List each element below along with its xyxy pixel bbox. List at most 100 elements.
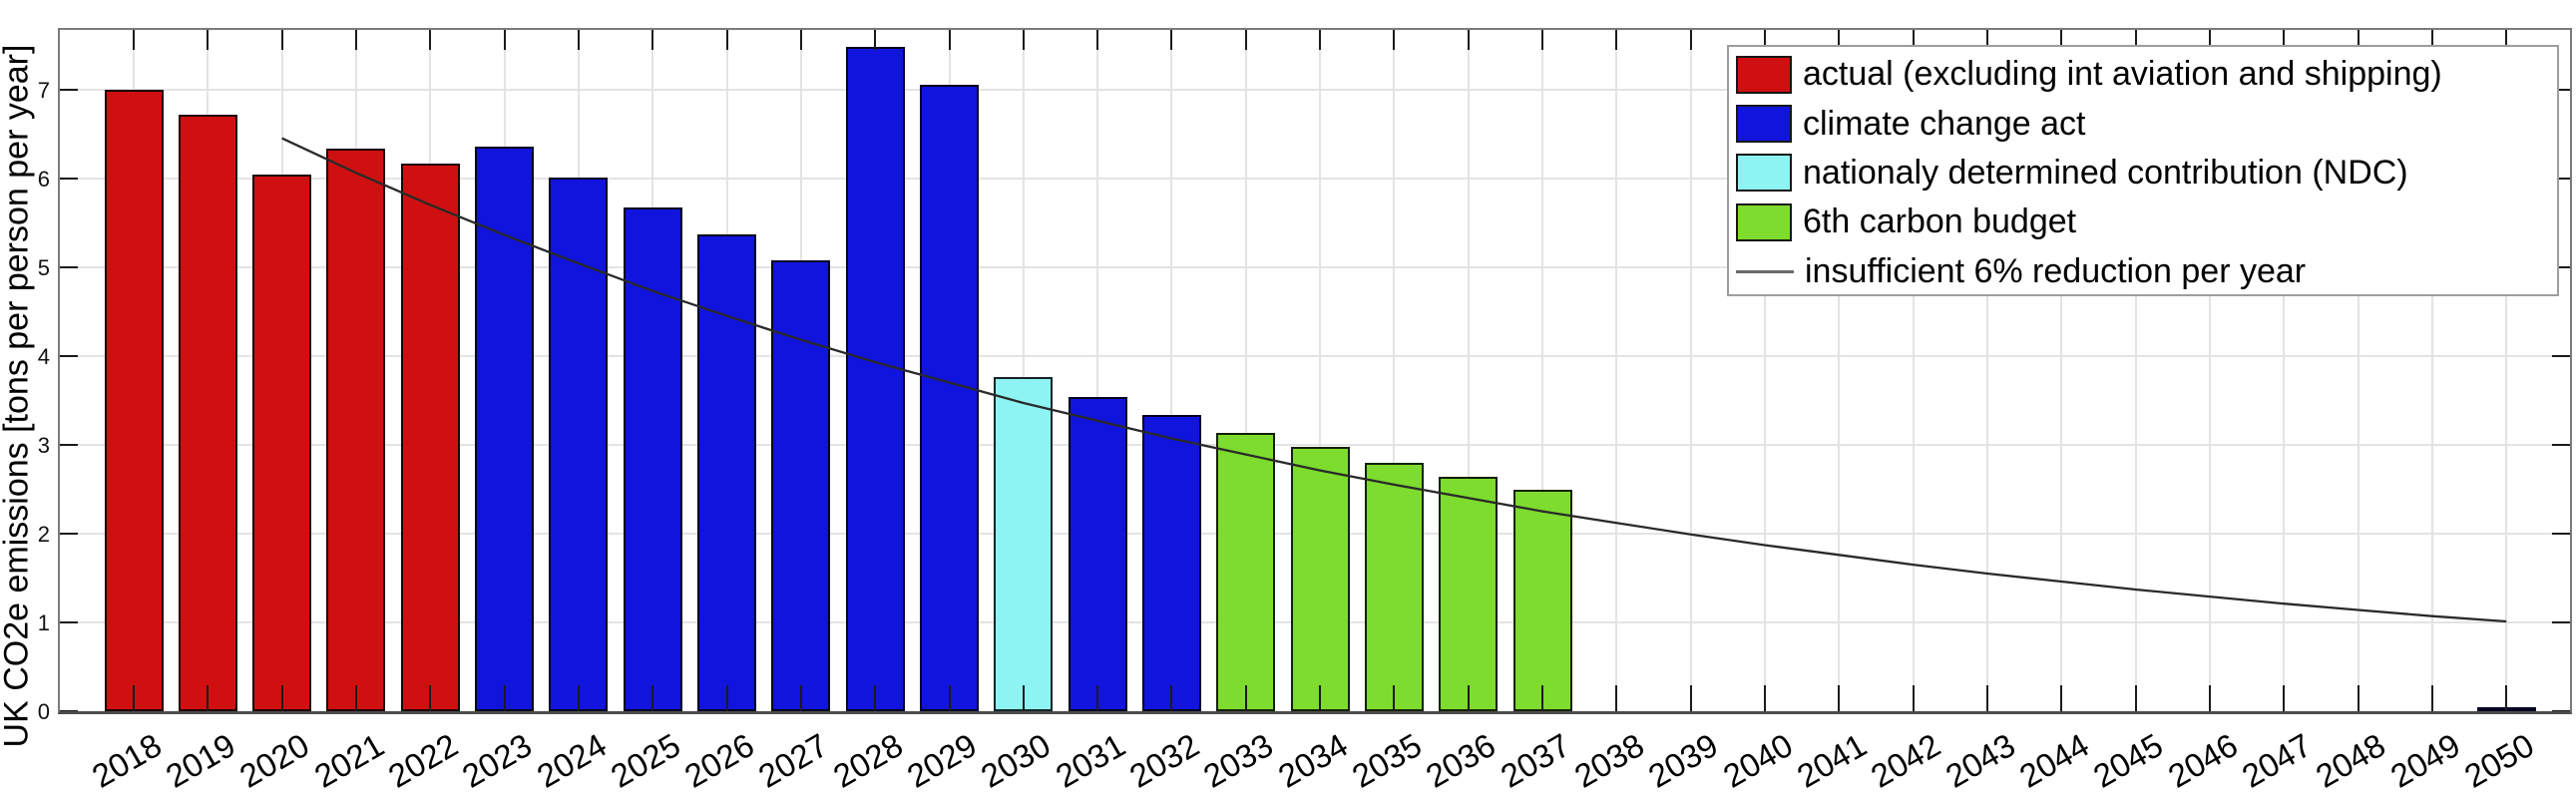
x-tick-label-2045: 2045 [2087,726,2170,795]
bar-2022 [400,164,460,711]
x-tick-top-2020 [280,28,283,50]
x-tick-label-2032: 2032 [1122,726,1205,795]
x-tick-bottom-2049 [2430,685,2433,711]
x-tick-top-2036 [1467,28,1470,50]
bar-2020 [252,175,312,711]
x-tick-top-2023 [503,28,506,50]
x-tick-bottom-2040 [1764,685,1767,711]
x-tick-top-2039 [1689,28,1692,50]
legend-swatch-0 [1736,55,1792,94]
x-tick-label-2038: 2038 [1567,726,1650,795]
x-tick-label-2025: 2025 [604,726,686,795]
bar-2024 [549,177,609,711]
y-tick-right-3 [2552,443,2572,446]
x-tick-top-2050 [2505,28,2508,50]
x-tick-label-2047: 2047 [2235,726,2318,795]
x-tick-label-2044: 2044 [2012,726,2095,795]
x-tick-bottom-2039 [1689,685,1692,711]
y-tick-left-3 [58,443,78,446]
bar-2036 [1439,476,1499,711]
y-tick-left-5 [58,265,78,268]
x-tick-top-2034 [1319,28,1322,50]
x-tick-label-2024: 2024 [530,726,613,795]
y-axis-title: UK CO2e emissions [tons per person per y… [0,44,36,748]
x-tick-bottom-2034 [1319,685,1322,711]
legend-label-2: nationaly determined contribution (NDC) [1803,153,2408,192]
x-tick-label-2030: 2030 [975,726,1058,795]
x-tick-top-2041 [1838,28,1841,50]
x-tick-bottom-2045 [2134,685,2137,711]
x-tick-top-2026 [725,28,728,50]
bar-2029 [920,85,980,711]
x-tick-bottom-2042 [1912,685,1915,711]
legend-label-3: 6th carbon budget [1803,202,2077,241]
legend-swatch-3 [1736,202,1792,241]
x-tick-top-2021 [354,28,357,50]
x-tick-bottom-2023 [503,685,506,711]
x-tick-label-2031: 2031 [1049,726,1131,795]
y-tick-right-1 [2552,620,2572,623]
x-tick-label-2022: 2022 [381,726,464,795]
y-tick-label-2: 2 [37,521,50,547]
gridline-x-2038 [1615,28,1618,711]
x-tick-label-2026: 2026 [677,726,761,795]
y-tick-label-1: 1 [37,609,50,635]
bar-2033 [1216,433,1276,711]
y-tick-label-6: 6 [37,166,50,192]
x-tick-label-2039: 2039 [1642,726,1725,795]
bar-2032 [1141,414,1201,711]
x-tick-top-2037 [1541,28,1544,50]
x-tick-label-2028: 2028 [826,726,909,795]
x-tick-bottom-2048 [2357,685,2360,711]
x-tick-label-2037: 2037 [1494,726,1576,795]
legend-label-4: insufficient 6% reduction per year [1805,251,2307,290]
x-tick-label-2023: 2023 [456,726,539,795]
x-tick-bottom-2022 [429,685,432,711]
x-tick-bottom-2029 [948,685,951,711]
x-tick-top-2038 [1615,28,1618,50]
x-tick-top-2044 [2060,28,2063,50]
x-tick-bottom-2047 [2283,685,2286,711]
gridline-x-2039 [1689,28,1692,711]
x-tick-bottom-2037 [1541,685,1544,711]
bar-2027 [771,260,831,711]
x-tick-label-2027: 2027 [752,726,835,795]
bar-2031 [1068,396,1127,711]
bar-2019 [178,114,237,711]
legend-item-2: nationaly determined contribution (NDC) [1729,149,2557,198]
x-tick-label-2034: 2034 [1271,726,1354,795]
x-tick-top-2035 [1393,28,1396,50]
x-tick-label-2020: 2020 [233,726,316,795]
x-tick-top-2024 [577,28,580,50]
x-tick-bottom-2031 [1096,685,1099,711]
x-tick-label-2040: 2040 [1716,726,1799,795]
x-tick-bottom-2043 [1986,685,1988,711]
x-tick-top-2033 [1244,28,1247,50]
legend-item-3: 6th carbon budget [1729,198,2557,246]
y-tick-right-4 [2552,354,2572,357]
bar-2025 [623,207,682,711]
x-tick-label-2029: 2029 [900,726,984,795]
bar-2028 [845,46,905,711]
x-tick-top-2027 [799,28,802,50]
legend-label-0: actual (excluding int aviation and shipp… [1803,55,2442,94]
x-tick-label-2048: 2048 [2310,726,2392,795]
x-tick-top-2029 [948,28,951,50]
y-tick-left-4 [58,354,78,357]
y-tick-left-2 [58,532,78,535]
y-tick-left-6 [58,177,78,180]
x-tick-label-2043: 2043 [1938,726,2021,795]
y-tick-right-6 [2552,177,2572,180]
x-tick-label-2019: 2019 [159,726,241,795]
x-tick-top-2048 [2357,28,2360,50]
y-tick-left-1 [58,620,78,623]
y-tick-right-0 [2552,710,2572,712]
y-tick-right-5 [2552,265,2572,268]
x-tick-bottom-2033 [1244,685,1247,711]
bar-2037 [1512,490,1572,711]
x-tick-top-2042 [1912,28,1915,50]
bar-2023 [475,146,535,711]
legend-swatch-1 [1736,105,1792,144]
y-tick-left-7 [58,88,78,91]
